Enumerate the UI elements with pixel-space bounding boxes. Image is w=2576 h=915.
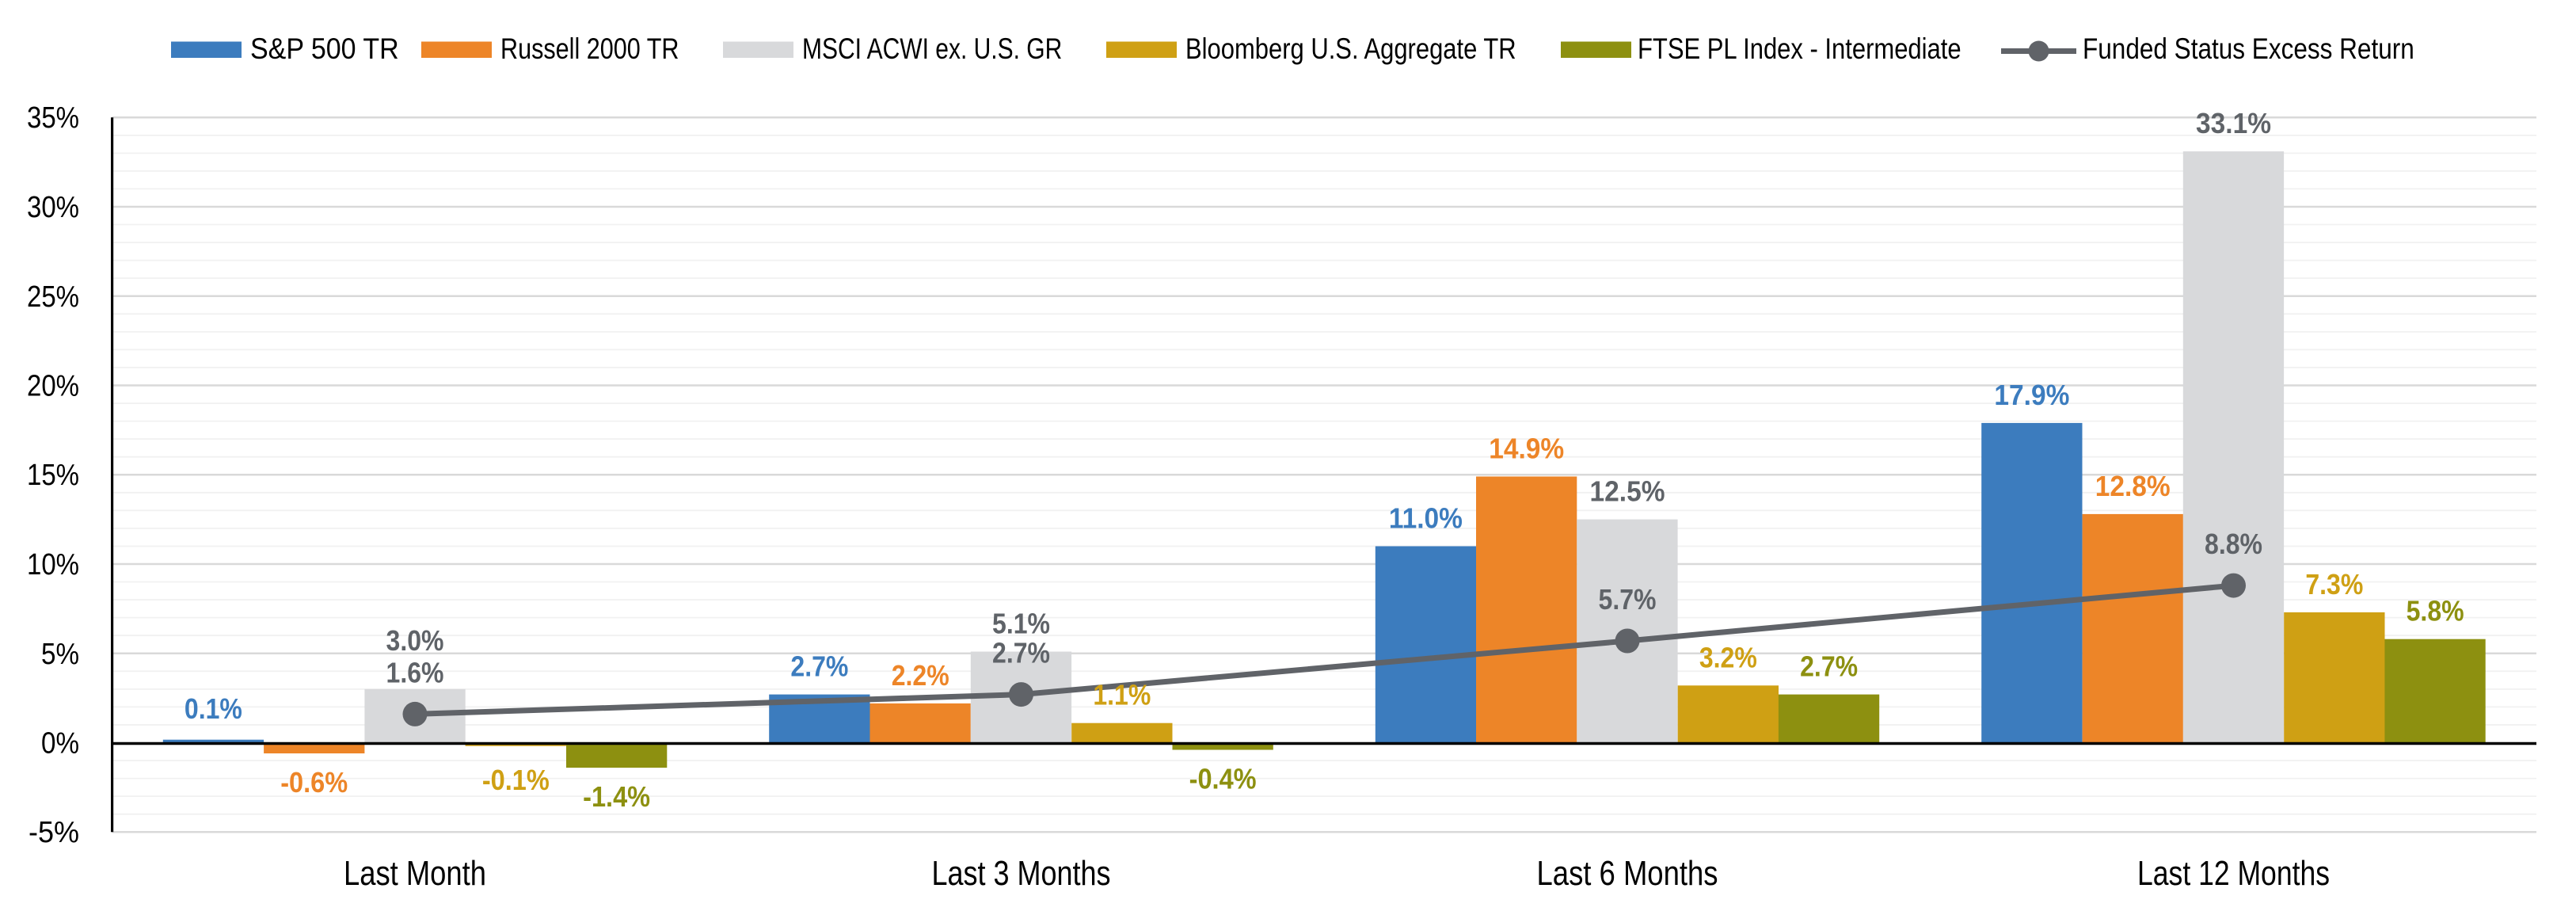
svg-text:3.2%: 3.2% xyxy=(1699,642,1757,674)
svg-text:1.1%: 1.1% xyxy=(1093,680,1151,711)
svg-text:20%: 20% xyxy=(27,368,79,402)
svg-text:FTSE PL Index - Intermediate: FTSE PL Index - Intermediate xyxy=(1638,32,1961,65)
svg-text:2.7%: 2.7% xyxy=(992,638,1050,669)
svg-text:12.5%: 12.5% xyxy=(1590,477,1665,508)
svg-text:33.1%: 33.1% xyxy=(2196,109,2271,139)
svg-text:12.8%: 12.8% xyxy=(2095,471,2171,502)
svg-text:5.1%: 5.1% xyxy=(992,608,1050,640)
svg-text:-0.6%: -0.6% xyxy=(280,768,348,799)
svg-text:5.7%: 5.7% xyxy=(1599,584,1657,616)
svg-text:2.2%: 2.2% xyxy=(892,660,949,692)
svg-text:1.6%: 1.6% xyxy=(386,658,444,689)
svg-text:Last 3 Months: Last 3 Months xyxy=(931,854,1110,893)
svg-text:-0.4%: -0.4% xyxy=(1189,764,1257,795)
svg-text:25%: 25% xyxy=(27,280,79,314)
svg-text:11.0%: 11.0% xyxy=(1389,503,1463,534)
svg-text:S&P 500 TR: S&P 500 TR xyxy=(250,32,399,66)
svg-text:5%: 5% xyxy=(41,637,79,671)
svg-text:30%: 30% xyxy=(27,190,79,224)
svg-text:Last Month: Last Month xyxy=(344,853,486,893)
svg-text:Last 6 Months: Last 6 Months xyxy=(1537,853,1718,893)
svg-text:-5%: -5% xyxy=(29,814,79,848)
svg-text:5.8%: 5.8% xyxy=(2407,596,2464,627)
svg-text:Last 12 Months: Last 12 Months xyxy=(2137,854,2330,892)
svg-text:7.3%: 7.3% xyxy=(2305,569,2363,600)
svg-text:MSCI ACWI ex. U.S. GR: MSCI ACWI ex. U.S. GR xyxy=(802,33,1062,66)
svg-text:2.7%: 2.7% xyxy=(1800,651,1858,683)
svg-text:-1.4%: -1.4% xyxy=(583,782,650,814)
svg-text:17.9%: 17.9% xyxy=(1994,380,2069,411)
svg-text:-0.1%: -0.1% xyxy=(482,765,550,797)
svg-text:15%: 15% xyxy=(27,458,79,492)
svg-text:3.0%: 3.0% xyxy=(386,625,444,657)
svg-text:35%: 35% xyxy=(27,101,79,135)
svg-text:14.9%: 14.9% xyxy=(1489,433,1564,464)
svg-text:10%: 10% xyxy=(27,547,79,581)
svg-text:0.1%: 0.1% xyxy=(185,693,242,725)
svg-text:0%: 0% xyxy=(41,726,79,760)
svg-text:Bloomberg U.S. Aggregate TR: Bloomberg U.S. Aggregate TR xyxy=(1185,32,1516,65)
svg-text:Russell 2000 TR: Russell 2000 TR xyxy=(500,32,679,65)
svg-text:8.8%: 8.8% xyxy=(2205,528,2262,560)
svg-text:Funded Status Excess Return: Funded Status Excess Return xyxy=(2083,33,2414,66)
svg-text:2.7%: 2.7% xyxy=(790,651,848,683)
